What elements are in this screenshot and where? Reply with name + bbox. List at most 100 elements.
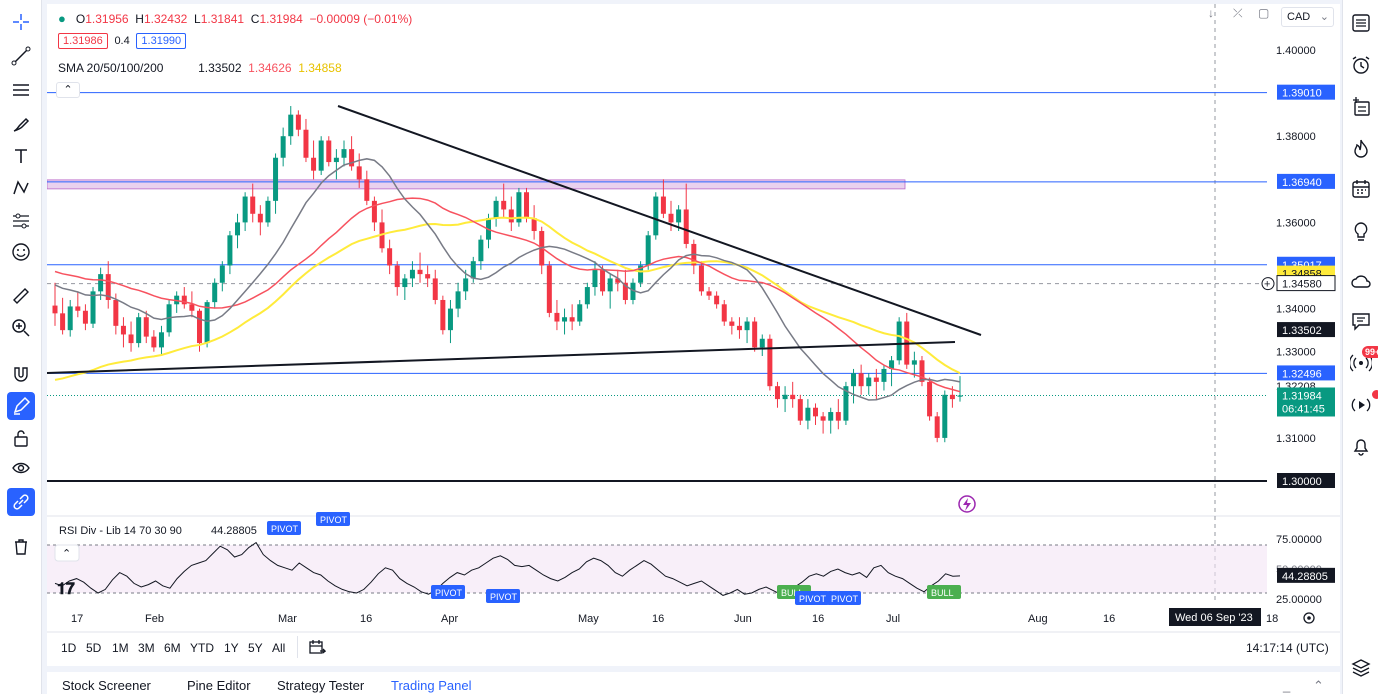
resistance-zone [46, 179, 906, 190]
candle-body [577, 304, 583, 322]
expand-panel-icon[interactable]: ⌃ [1313, 678, 1324, 693]
candle-body [219, 265, 225, 283]
candle-body [790, 394, 796, 400]
candle-body [562, 317, 568, 322]
collapse-icon[interactable]: ⤫ [1233, 6, 1243, 20]
ideas-lightbulb-icon[interactable] [1348, 218, 1374, 244]
candle-body [942, 394, 948, 438]
candle-body [333, 157, 339, 163]
horizontal-lines-icon[interactable] [7, 76, 35, 104]
candle-body [136, 317, 142, 344]
ruler-icon[interactable] [7, 282, 35, 310]
tab-stock-screener[interactable]: Stock Screener [62, 678, 151, 693]
text-icon[interactable] [7, 142, 35, 170]
candle-body [364, 179, 370, 201]
watchlist-icon[interactable] [1348, 10, 1374, 36]
chat-icon[interactable] [1348, 308, 1374, 334]
candle-body [440, 299, 446, 331]
collapse-rsi-button [54, 544, 80, 562]
hotlist-fire-icon[interactable] [1348, 136, 1374, 162]
tradingview-logo-icon: 𝟏𝟕 [57, 581, 75, 598]
buy-button[interactable]: 1.31990 [136, 33, 187, 49]
alarm-clock-icon[interactable] [1348, 52, 1374, 78]
minimize-panel-icon[interactable]: _ [1283, 678, 1291, 693]
candle-body [653, 196, 659, 236]
emoji-icon[interactable] [7, 238, 35, 266]
chat-cloud-icon[interactable] [1348, 268, 1374, 294]
timeframe-all[interactable]: All [272, 641, 286, 655]
candle-body [417, 269, 423, 275]
sell-button[interactable]: 1.31986 [58, 33, 108, 49]
timeframe-1y[interactable]: 1Y [224, 641, 239, 655]
time-tick-label: Aug [1028, 613, 1048, 625]
price-label-box [1277, 322, 1335, 338]
tab-pine-editor[interactable]: Pine Editor [187, 678, 251, 693]
scroll-down-icon[interactable]: ↓ [1208, 6, 1214, 20]
timeframe-3m[interactable]: 3M [138, 641, 155, 655]
timeframe-ytd[interactable]: YTD [190, 641, 214, 655]
sma20-value: 1.33502 [198, 61, 242, 75]
time-tick-label: 16 [652, 613, 664, 625]
price-tick-label: 1.36000 [1276, 217, 1316, 229]
link-icon[interactable] [7, 488, 35, 516]
notifications-podcast-icon[interactable]: 99+ [1348, 346, 1378, 376]
timeframe-1m[interactable]: 1M [112, 641, 129, 655]
layers-icon[interactable] [1348, 655, 1374, 681]
restore-icon[interactable]: ▢ [1258, 6, 1270, 20]
stream-icon[interactable] [1348, 390, 1378, 418]
forecast-icon[interactable] [7, 206, 35, 234]
brush-icon[interactable] [7, 110, 35, 138]
price-label-box [1276, 275, 1336, 292]
calendar-icon[interactable] [1348, 176, 1374, 202]
tab-trading-panel[interactable]: Trading Panel [391, 678, 472, 693]
pattern-icon[interactable] [7, 174, 35, 202]
time-tick-label: 16 [360, 613, 372, 625]
price-tick-label: 1.34000 [1276, 304, 1316, 316]
zoom-in-icon[interactable] [7, 314, 35, 342]
candle-body [622, 282, 628, 300]
candle-body [326, 140, 332, 163]
collapse-legend-button[interactable]: ⌃ [56, 82, 80, 98]
chart-canvas[interactable]: 1.400001.380001.360001.340001.330001.322… [46, 4, 1340, 666]
time-tick-label: Feb [145, 613, 164, 625]
date-range-icon[interactable] [308, 638, 327, 661]
eye-icon[interactable] [7, 454, 35, 482]
price-label-text: 1.34580 [1282, 279, 1322, 291]
candle-body [927, 381, 933, 417]
trendline-icon[interactable] [7, 42, 35, 70]
candle-body [881, 368, 887, 382]
sma200-value: 1.34858 [298, 61, 342, 75]
candle-body [257, 213, 263, 223]
change-value: −0.00009 (−0.01%) [309, 12, 413, 26]
candle-body [120, 325, 126, 335]
high-label: H [135, 12, 144, 26]
candle-body [409, 269, 415, 279]
candle-body [828, 412, 834, 421]
candle-body [318, 140, 324, 171]
sma100-value: 1.34626 [248, 61, 292, 75]
rsi-value-text: 44.28805 [1282, 571, 1328, 583]
trash-icon[interactable] [7, 532, 35, 560]
candle-body [90, 291, 96, 324]
timeframe-6m[interactable]: 6M [164, 641, 181, 655]
crosshair-icon[interactable] [7, 8, 35, 36]
price-tick-label: 1.38000 [1276, 131, 1316, 143]
timeframe-5y[interactable]: 5Y [248, 641, 263, 655]
currency-select[interactable]: CAD ⌄ [1281, 7, 1334, 27]
bell-icon[interactable] [1348, 433, 1374, 459]
tab-strategy-tester[interactable]: Strategy Tester [277, 678, 365, 693]
close-label: C [250, 12, 260, 26]
chart-panel[interactable]: 1.40000 1.38000 1.36000 1.34000 1.33000 1.322… [46, 4, 1340, 666]
timeframe-1d[interactable]: 1D [61, 641, 77, 655]
sma-name: SMA 20/50/100/200 [58, 61, 164, 75]
timeframe-5d[interactable]: 5D [86, 641, 102, 655]
add-list-icon[interactable] [1348, 94, 1374, 120]
clock[interactable]: 14:17:14 (UTC) [1246, 641, 1329, 655]
candle-body [607, 278, 613, 292]
lock-icon[interactable] [7, 424, 35, 452]
candle-body [554, 312, 560, 322]
magnet-icon[interactable] [7, 360, 35, 388]
add-alert-icon: + [1264, 279, 1270, 291]
candle-body [387, 248, 393, 266]
draw-mode-icon[interactable] [7, 392, 35, 420]
